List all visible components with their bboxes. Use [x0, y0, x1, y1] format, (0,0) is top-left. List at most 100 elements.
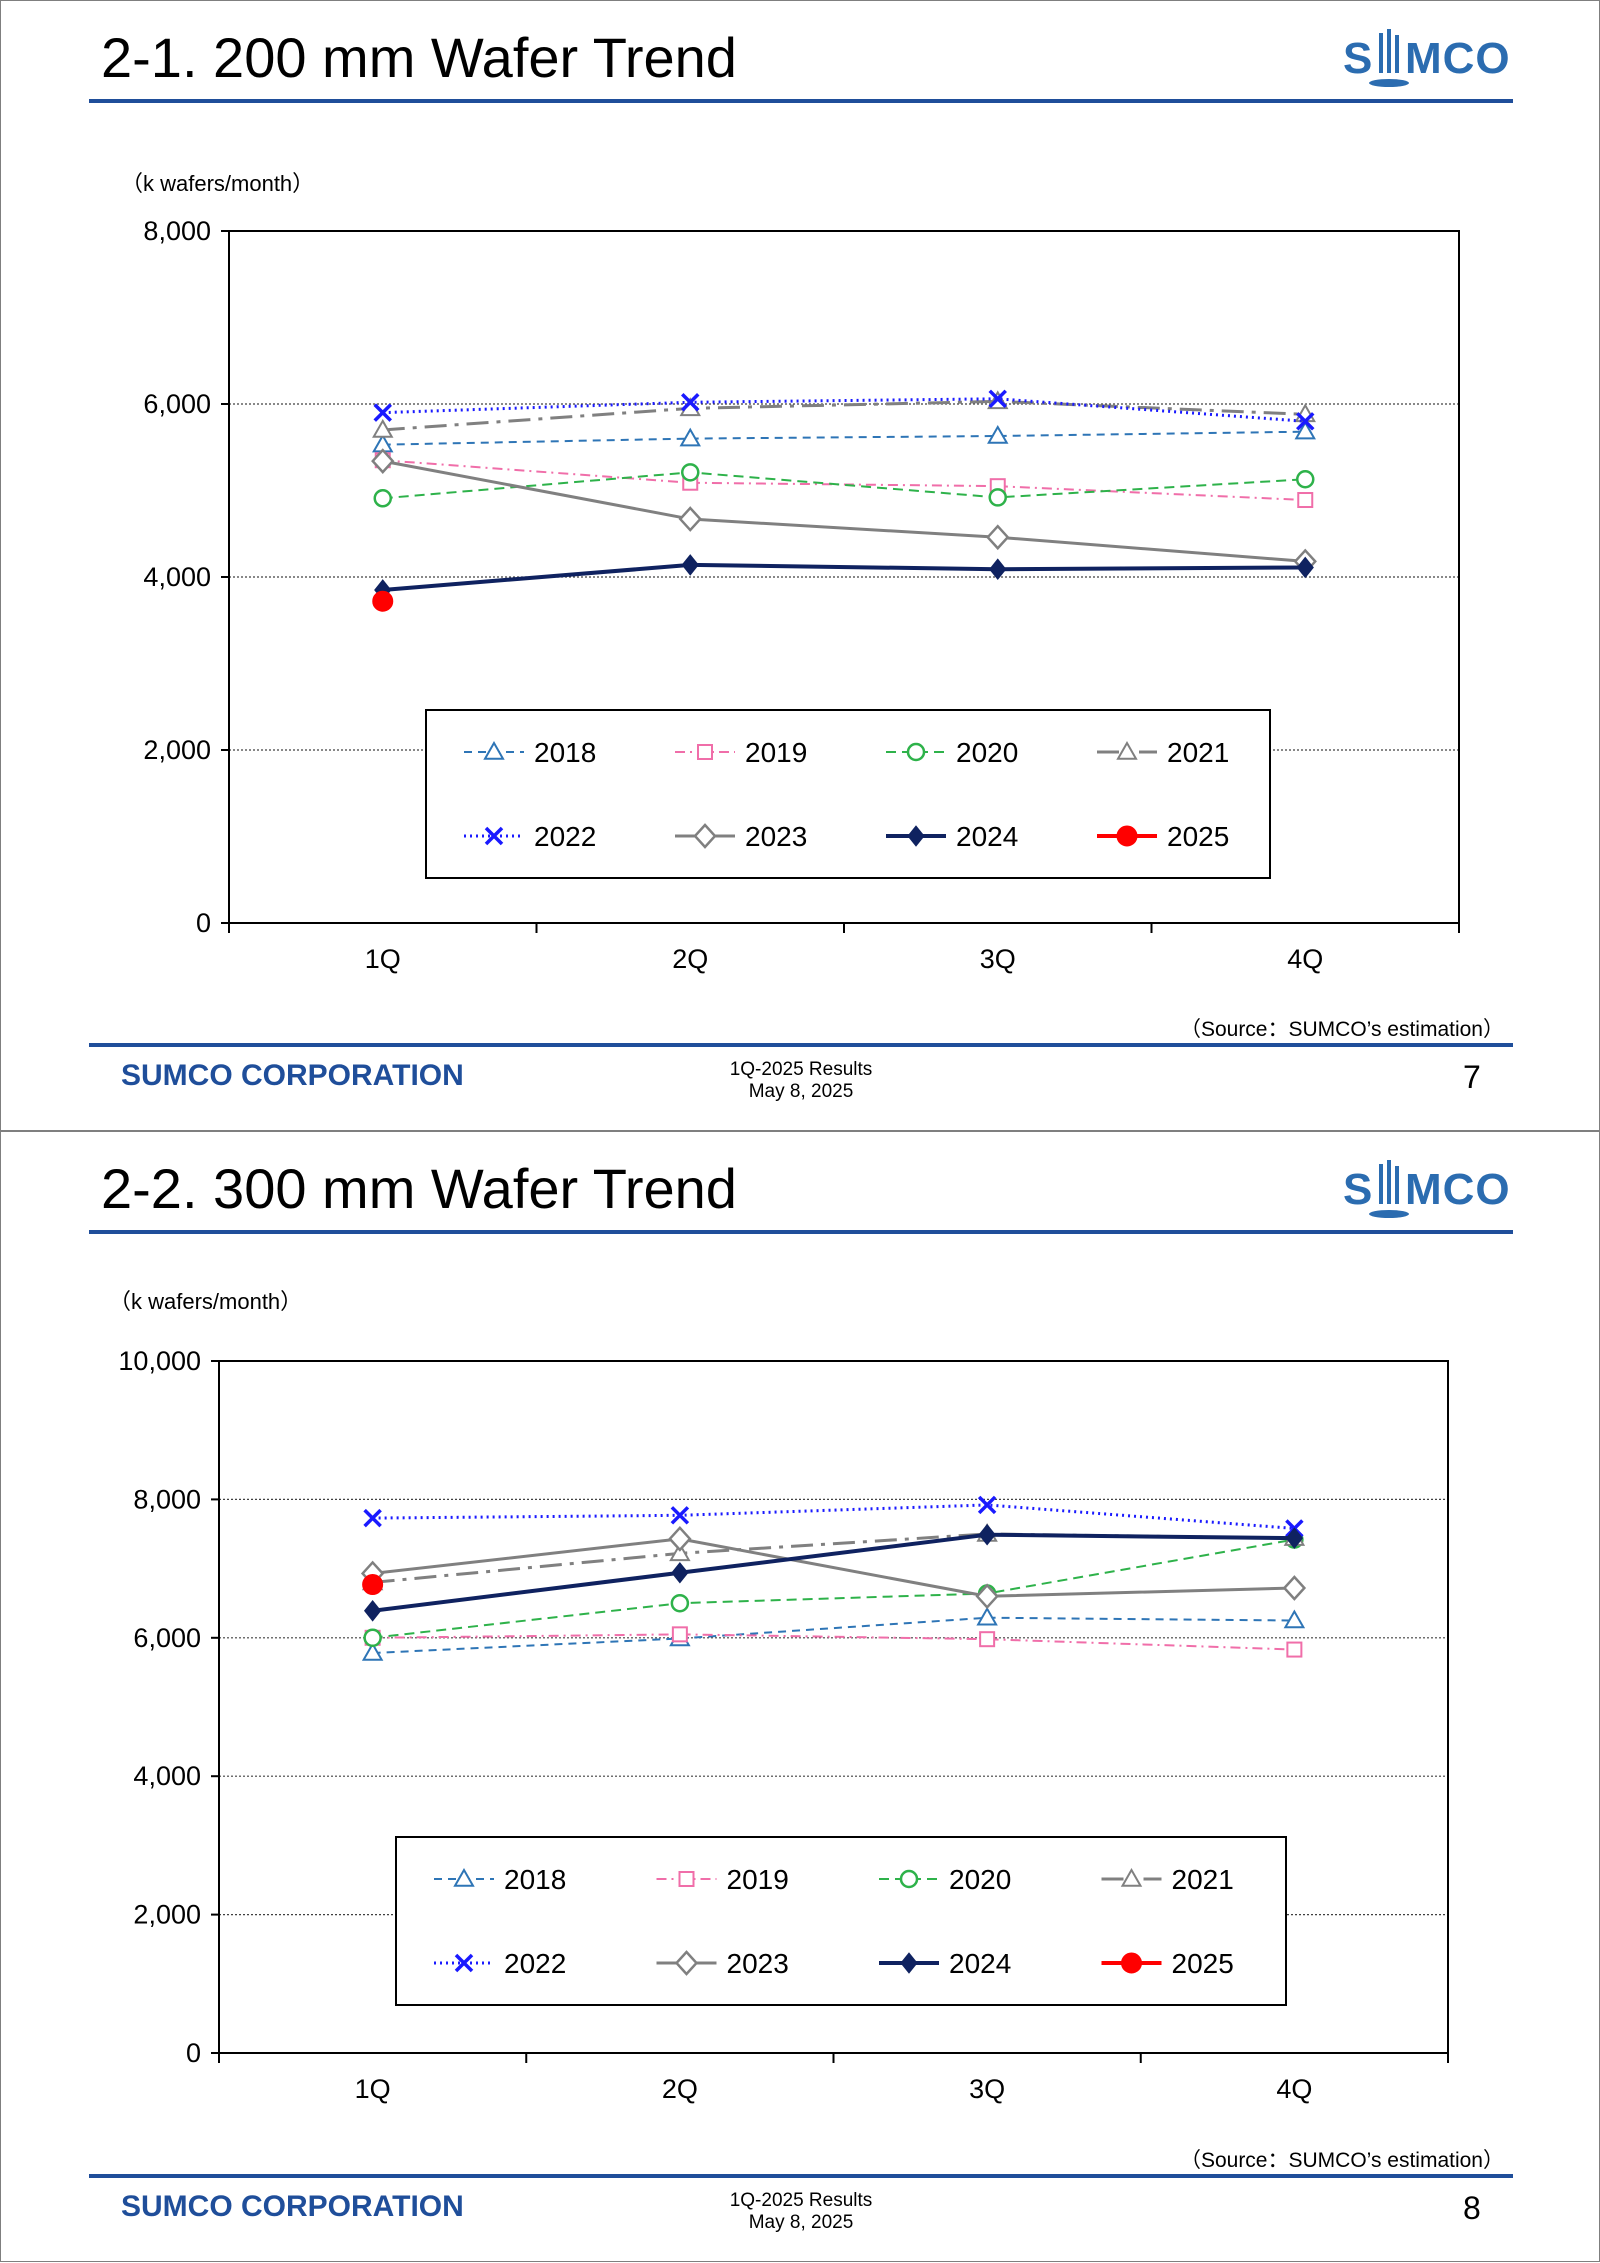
- legend: 2018 2019 2020 2021 2022 2023 2024 2025: [425, 709, 1271, 879]
- legend-marker: [899, 1869, 919, 1889]
- data-point-2023: [986, 524, 1010, 551]
- title-rule: [89, 1230, 1513, 1234]
- data-point-2021: [669, 1542, 691, 1562]
- legend-item-2019: 2019: [656, 1864, 789, 1895]
- series-2024: [374, 554, 1314, 601]
- data-point-2020: [363, 1628, 382, 1648]
- svg-text:MCO: MCO: [1405, 1165, 1511, 1214]
- legend-item-2021: 2021: [1097, 737, 1229, 768]
- report-date: May 8, 2025: [748, 2212, 854, 2233]
- series-line-2021: [382, 399, 1306, 432]
- series-line-2024: [372, 1532, 1295, 1613]
- data-point-2023: [668, 1525, 692, 1552]
- legend-item-2020: 2020: [879, 1864, 1011, 1895]
- data-point-2020: [373, 489, 392, 508]
- legend-label: 2020: [956, 737, 1018, 768]
- data-point-2022: [373, 403, 392, 422]
- series-2018: [361, 1606, 1306, 1661]
- legend-marker: [674, 1950, 699, 1976]
- series-2024: [363, 1523, 1304, 1622]
- legend-label: 2019: [745, 737, 807, 768]
- legend: 2018 2019 2020 2021 2022 2023 2024 2025: [395, 1836, 1287, 2006]
- slide-title: 2-1. 200 mm Wafer Trend: [101, 26, 737, 89]
- footer-rule: [89, 2174, 1513, 2178]
- legend-item-2025: 2025: [1101, 1948, 1234, 1979]
- series-line-2022: [372, 1503, 1295, 1530]
- data-point-2018: [679, 427, 701, 447]
- data-point-2018: [361, 1642, 384, 1661]
- x-tick-label: 2Q: [672, 944, 708, 974]
- y-axis-unit: （k wafers/month）: [121, 171, 315, 196]
- legend-label: 2022: [504, 1948, 566, 1979]
- company-name: SUMCO CORPORATION: [121, 1059, 464, 1092]
- x-tick-label: 3Q: [980, 944, 1016, 974]
- legend-box: [395, 1836, 1287, 2006]
- legend-marker: [454, 1953, 474, 1973]
- data-point-2019: [979, 1631, 996, 1648]
- legend-item-2023: 2023: [656, 1948, 789, 1979]
- x-tick-label: 3Q: [969, 2074, 1005, 2104]
- legend-marker: [1116, 740, 1138, 760]
- data-point-2022: [670, 1506, 690, 1525]
- data-point-2020: [670, 1593, 690, 1613]
- series-2022: [363, 1495, 1304, 1538]
- series-line-2022: [382, 397, 1306, 423]
- legend-marker: [693, 823, 717, 849]
- data-point-2022: [681, 393, 700, 412]
- series-line-2018: [382, 430, 1306, 446]
- legend-marker: [678, 1871, 695, 1887]
- legend-item-2023: 2023: [675, 821, 807, 852]
- y-tick-label: 6,000: [143, 389, 211, 419]
- x-tick-label: 1Q: [355, 2074, 391, 2104]
- legend-item-2019: 2019: [675, 737, 807, 768]
- data-point-2022: [977, 1495, 997, 1515]
- data-point-2023: [975, 1583, 999, 1610]
- series-line-2023: [372, 1537, 1295, 1598]
- legend-label: 2018: [504, 1864, 566, 1895]
- series-2020: [363, 1530, 1304, 1648]
- series-2023: [371, 448, 1317, 575]
- y-tick-label: 0: [196, 908, 211, 938]
- series-line-2020: [382, 471, 1306, 500]
- legend-marker: [907, 825, 925, 847]
- y-tick-label: 8,000: [133, 1484, 201, 1514]
- legend-item-2024: 2024: [886, 821, 1018, 852]
- report-name: 1Q-2025 Results: [729, 2190, 873, 2211]
- series-2020: [373, 463, 1315, 508]
- data-point-2024: [671, 1561, 689, 1584]
- footer-rule: [89, 1043, 1513, 1047]
- legend-label: 2022: [534, 821, 596, 852]
- data-point-2022: [1296, 412, 1315, 431]
- report-date: May 8, 2025: [748, 1081, 854, 1102]
- x-tick-label: 4Q: [1287, 944, 1323, 974]
- title-rule: [89, 99, 1513, 103]
- data-point-2020: [681, 463, 700, 482]
- legend-item-2021: 2021: [1101, 1864, 1234, 1895]
- legend-label: 2019: [727, 1864, 789, 1895]
- legend-marker: [1116, 825, 1138, 847]
- legend-label: 2023: [745, 821, 807, 852]
- series-2019: [364, 1626, 1303, 1658]
- data-point-2018: [976, 1606, 998, 1626]
- data-point-2021: [372, 418, 394, 438]
- data-point-2019: [1286, 1641, 1303, 1658]
- sumco-logo: S MCO: [1343, 29, 1510, 87]
- legend-box: [425, 709, 1271, 879]
- series-2022: [373, 389, 1315, 431]
- legend-label: 2025: [1167, 821, 1229, 852]
- source-note: （Source：SUMCO’s estimation）: [1179, 2149, 1504, 2172]
- slide-300mm: 2-2. 300 mm Wafer Trend S MCO （k wafers/…: [0, 1131, 1600, 2262]
- data-point-2018: [1283, 1609, 1306, 1629]
- y-tick-label: 6,000: [133, 1623, 201, 1653]
- data-point-2022: [988, 389, 1007, 409]
- x-tick-label: 4Q: [1276, 2074, 1312, 2104]
- series-2025: [372, 590, 394, 612]
- legend-label: 2020: [949, 1864, 1011, 1895]
- x-tick-label: 2Q: [662, 2074, 698, 2104]
- slide-title: 2-2. 300 mm Wafer Trend: [101, 1157, 737, 1220]
- data-point-2023: [371, 448, 395, 474]
- legend-label: 2024: [956, 821, 1018, 852]
- legend-item-2024: 2024: [879, 1948, 1011, 1979]
- legend-marker: [1121, 1952, 1142, 1974]
